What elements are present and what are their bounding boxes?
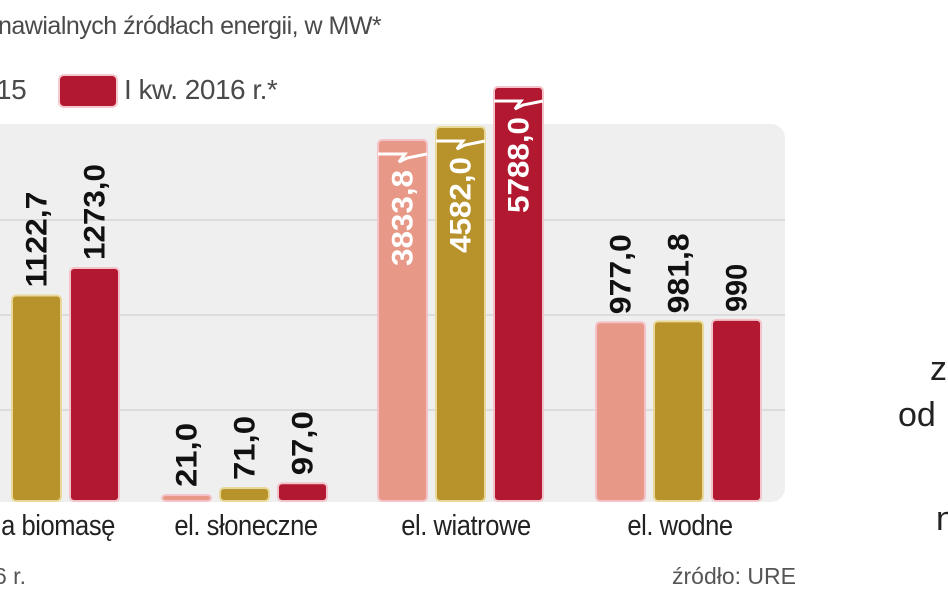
footnote: 6 r. bbox=[0, 563, 26, 589]
side-text: od bbox=[898, 396, 936, 434]
side-text: z bbox=[930, 350, 947, 388]
axis-break-mark bbox=[436, 139, 486, 151]
legend-label-2015: 15 bbox=[0, 74, 27, 105]
category-label: el. wiatrowe bbox=[401, 510, 531, 542]
category-label: a biomasę bbox=[1, 510, 115, 542]
data-label: 977,0 bbox=[605, 234, 638, 314]
data-label: 990 bbox=[721, 264, 754, 312]
bar bbox=[435, 126, 486, 502]
bar bbox=[653, 320, 704, 502]
data-label: 981,8 bbox=[663, 233, 696, 313]
bar bbox=[595, 321, 646, 503]
data-label: 5788,0 bbox=[503, 117, 536, 213]
bar bbox=[493, 86, 544, 502]
legend-label-2016: I kw. 2016 r.* bbox=[124, 74, 278, 105]
data-label: 4582,0 bbox=[445, 157, 478, 253]
bar bbox=[219, 487, 270, 502]
legend-swatch-2016 bbox=[60, 76, 116, 106]
bar bbox=[711, 318, 762, 502]
category-label: el. wodne bbox=[627, 510, 733, 542]
bar bbox=[377, 139, 428, 502]
bar bbox=[161, 494, 212, 502]
data-label: 71,0 bbox=[229, 416, 262, 480]
side-text: n bbox=[936, 500, 948, 538]
data-label: 3833,8 bbox=[387, 170, 420, 266]
bar bbox=[69, 267, 120, 502]
source-note: źródło: URE bbox=[672, 563, 796, 589]
data-label: 97,0 bbox=[287, 411, 320, 475]
data-label: 21,0 bbox=[171, 423, 204, 487]
axis-break-mark bbox=[494, 99, 544, 111]
bar bbox=[277, 482, 328, 502]
data-label: 1122,7 bbox=[21, 192, 54, 288]
bar bbox=[11, 294, 62, 502]
chart-title: nawialnych źródłach energii, w MW* bbox=[0, 12, 382, 40]
data-label: 1273,0 bbox=[79, 164, 112, 260]
category-label: el. słoneczne bbox=[174, 510, 318, 542]
axis-break-mark bbox=[378, 152, 428, 164]
